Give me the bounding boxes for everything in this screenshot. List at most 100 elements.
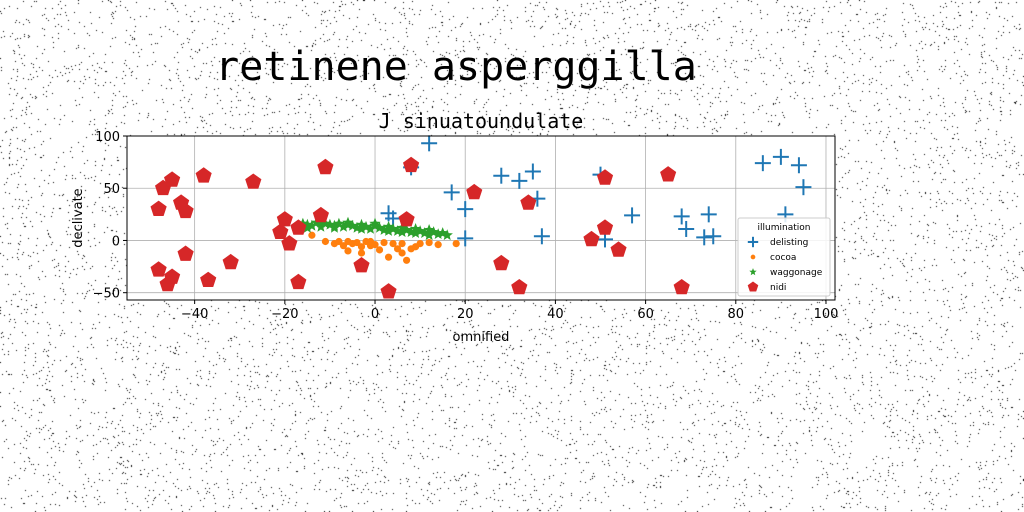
cocoa-point	[375, 246, 384, 254]
nidi-point	[164, 171, 181, 187]
delisting-point	[524, 163, 541, 180]
legend-label-nidi: nidi	[770, 283, 786, 293]
nidi-point	[520, 194, 537, 210]
delisting-point	[678, 220, 695, 237]
cocoa-point	[402, 256, 411, 264]
nidi-point	[583, 230, 600, 247]
nidi-point	[245, 173, 262, 189]
cocoa-point	[398, 249, 406, 257]
nidi-point	[493, 254, 510, 271]
data-marks	[150, 135, 812, 299]
nidi-point	[164, 268, 181, 284]
cocoa-point	[321, 237, 330, 246]
waggonage-point	[427, 226, 440, 237]
y-tick-label: 0	[112, 234, 120, 249]
legend-label-cocoa: cocoa	[770, 253, 796, 263]
delisting-point	[493, 167, 510, 184]
cocoa-point	[384, 253, 393, 261]
waggonage-point	[315, 220, 327, 232]
x-tick-label: −20	[271, 307, 298, 322]
legend-box	[737, 217, 831, 297]
waggonage-point	[346, 219, 359, 231]
delisting-point	[511, 172, 528, 189]
nidi-point	[200, 271, 217, 287]
delisting-point	[457, 201, 474, 218]
legend-label-waggonage: waggonage	[770, 268, 823, 278]
legend-marker-delisting	[747, 236, 759, 248]
delisting-point	[700, 206, 717, 223]
y-tick-label: −50	[93, 287, 120, 302]
nidi-point	[276, 211, 293, 227]
cocoa-point	[339, 242, 348, 250]
legend: illumination delisting cocoa waggonage nidi	[737, 217, 831, 297]
waggonage-point	[414, 225, 426, 236]
x-tick-label: 80	[728, 307, 745, 322]
x-tick-label: −40	[181, 307, 208, 322]
delisting-point	[705, 228, 722, 245]
nidi-point	[403, 156, 420, 173]
cocoa-point	[434, 241, 442, 249]
waggonage-point	[382, 225, 395, 236]
cocoa-point	[452, 239, 460, 248]
plot-background	[127, 136, 835, 300]
nidi-point	[177, 202, 194, 219]
nidi-point	[281, 235, 298, 251]
nidi-point	[610, 241, 627, 257]
cocoa-point	[398, 239, 406, 248]
x-tick-label: 100	[814, 307, 839, 322]
cocoa-point	[357, 243, 366, 251]
cocoa-point	[425, 238, 433, 247]
delisting-point	[795, 179, 812, 196]
waggonage-point	[400, 224, 413, 235]
nidi-point	[222, 253, 239, 270]
nidi-point	[272, 223, 289, 239]
cocoa-point	[344, 247, 352, 255]
cocoa-point	[416, 239, 424, 248]
waggonage-point	[355, 223, 368, 234]
legend-title: illumination	[758, 223, 811, 233]
x-tick-label: 60	[637, 307, 654, 322]
nidi-point	[195, 167, 212, 183]
nidi-point	[398, 211, 415, 227]
y-tick-label: 50	[103, 182, 120, 197]
nidi-point	[660, 166, 677, 182]
cocoa-point	[353, 238, 361, 247]
delisting-point	[754, 155, 771, 172]
cocoa-point	[335, 237, 343, 246]
cocoa-point	[371, 241, 379, 249]
waggonage-point	[328, 221, 341, 233]
legend-marker-cocoa	[750, 254, 756, 260]
x-tick-label: 20	[457, 307, 474, 322]
cocoa-point	[308, 231, 316, 239]
chart-title: J sinuatoundulate	[379, 109, 584, 133]
waggonage-point	[437, 227, 449, 238]
delisting-point	[790, 157, 807, 174]
cocoa-point	[380, 238, 388, 247]
cocoa-point	[389, 239, 397, 248]
y-axis-label: declivate	[71, 188, 86, 247]
nidi-point	[466, 183, 483, 200]
delisting-point	[533, 228, 550, 245]
waggonage-point	[396, 226, 408, 237]
nidi-point	[353, 257, 370, 273]
waggonage-point	[423, 229, 435, 241]
nidi-point	[150, 261, 167, 277]
plot-frame	[126, 135, 836, 301]
axis-ticks: −40 −20 0 20 40 60 80 100 −50 0 50 100	[93, 130, 839, 322]
waggonage-point	[333, 217, 345, 229]
x-axis-label: omnified	[453, 330, 510, 345]
waggonage-point	[360, 220, 372, 232]
nidi-point	[673, 279, 690, 295]
waggonage-point	[432, 228, 444, 239]
waggonage-point	[409, 227, 422, 238]
nidi-point	[290, 219, 307, 235]
delisting-point	[624, 207, 641, 224]
waggonage-point	[342, 216, 354, 228]
legend-label-delisting: delisting	[770, 238, 808, 248]
nidi-point	[150, 200, 167, 216]
delisting-point	[673, 208, 690, 225]
waggonage-point	[441, 229, 453, 241]
waggonage-point	[337, 220, 350, 232]
nidi-point	[177, 245, 194, 261]
